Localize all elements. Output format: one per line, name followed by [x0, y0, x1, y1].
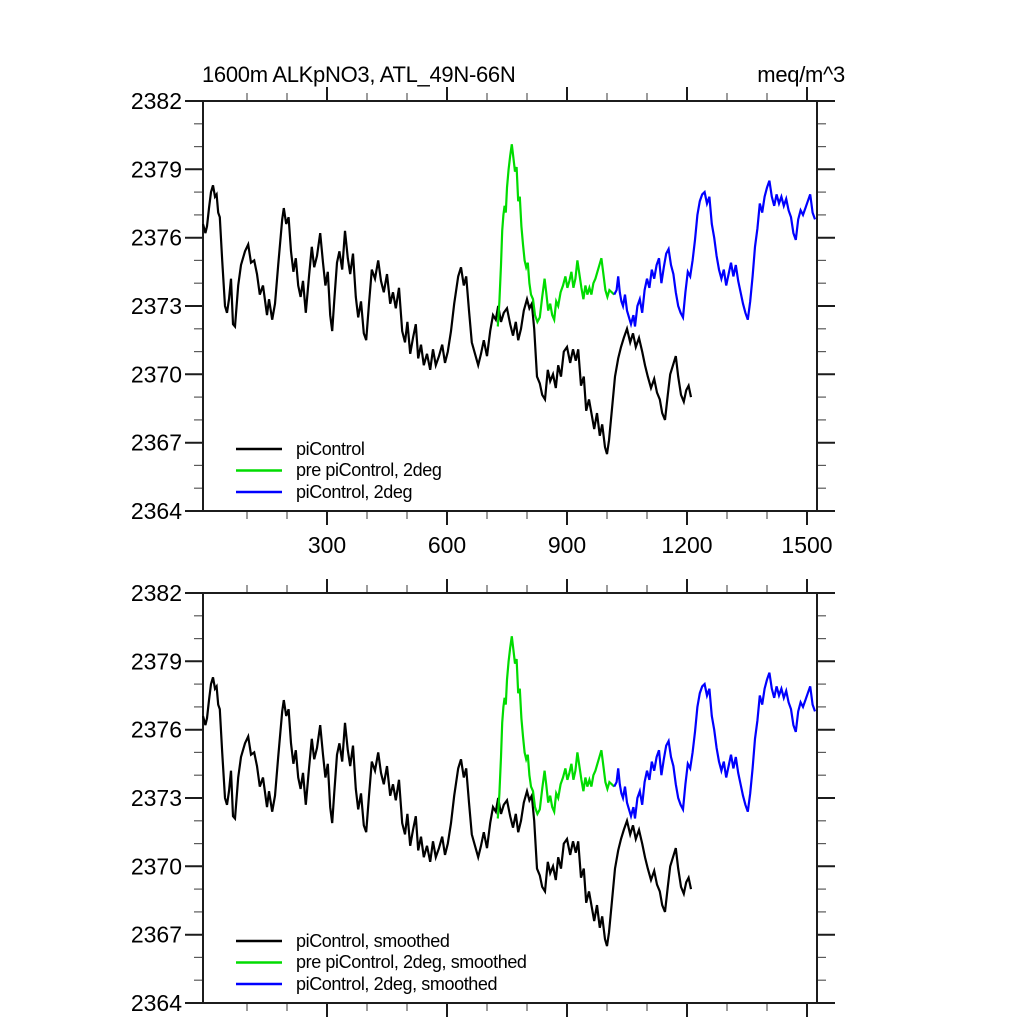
y-tick-label: 2373 [131, 785, 182, 811]
plot-frame [202, 100, 818, 512]
legend-label-pre-picontrol-2deg: pre piControl, 2deg [296, 460, 442, 480]
y-tick-label: 2373 [131, 293, 182, 319]
series-line-pre_piControl_2deg [496, 144, 615, 327]
legend-label-picontrol: piControl [296, 439, 365, 459]
series-line-piControl [201, 184, 693, 455]
x-tick-label: 300 [308, 532, 346, 558]
series-line-piControl_2deg [613, 672, 817, 821]
legend-label-picontrol-smoothed: piControl, smoothed [296, 931, 450, 951]
y-tick-label: 2379 [131, 648, 182, 674]
x-tick-label: 900 [548, 532, 586, 558]
chart-title: 1600m ALKpNO3, ATL_49N-66N [202, 62, 516, 87]
series-line-piControl [201, 676, 693, 947]
x-tick-label: 1500 [781, 532, 832, 558]
y-tick-label: 2367 [131, 922, 182, 948]
y-tick-label: 2364 [131, 498, 182, 524]
y-tick-label: 2382 [131, 88, 182, 114]
chart-units-label: meq/m^3 [757, 62, 845, 87]
legend-label-picontrol-2deg: piControl, 2deg [296, 482, 413, 502]
x-tick-label: 1200 [661, 532, 712, 558]
y-tick-label: 2370 [131, 361, 182, 387]
y-tick-label: 2382 [131, 580, 182, 606]
series-line-pre_piControl_2deg [496, 636, 615, 819]
legend-label-picontrol-2deg-smoothed: piControl, 2deg, smoothed [296, 974, 498, 994]
y-tick-label: 2370 [131, 853, 182, 879]
plot-frame [202, 592, 818, 1004]
y-tick-label: 2379 [131, 156, 182, 182]
y-tick-label: 2376 [131, 225, 182, 251]
y-tick-label: 2364 [131, 990, 182, 1016]
y-tick-label: 2376 [131, 717, 182, 743]
x-tick-label: 600 [428, 532, 466, 558]
y-tick-label: 2367 [131, 430, 182, 456]
series-line-piControl_2deg [613, 180, 817, 329]
legend-label-pre-picontrol-2deg-smoothed: pre piControl, 2deg, smoothed [296, 952, 527, 972]
